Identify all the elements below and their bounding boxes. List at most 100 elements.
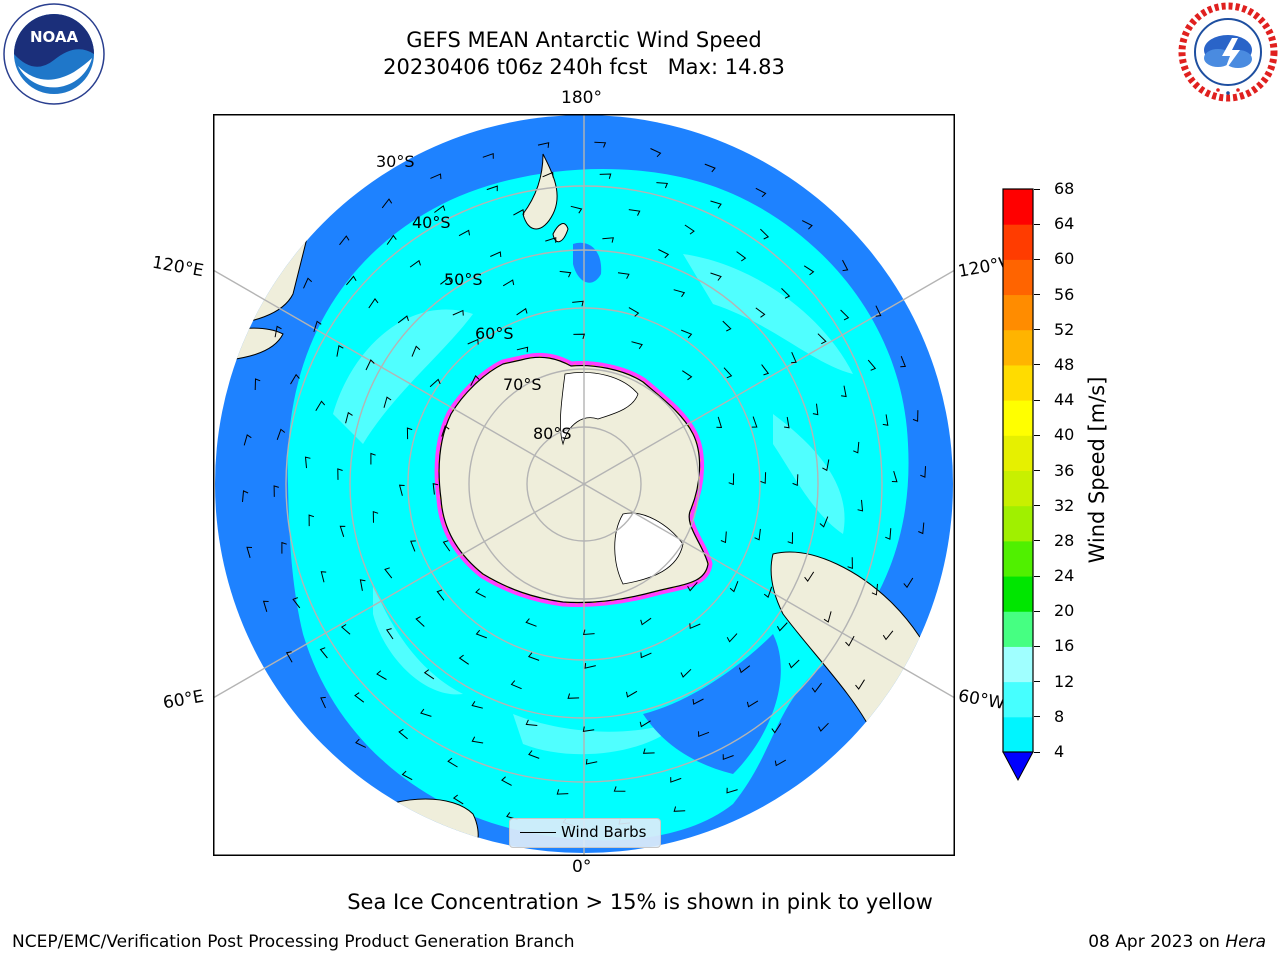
wind-barb <box>285 651 293 663</box>
wind-barb <box>475 588 486 598</box>
wind-barb <box>599 173 612 179</box>
wind-barb <box>774 759 787 767</box>
wind-barb <box>739 665 751 674</box>
wind-barb <box>273 485 279 497</box>
wind-barb <box>871 583 878 596</box>
wind-barb <box>882 414 889 426</box>
wind-barb <box>754 528 761 541</box>
wind-barb <box>650 148 662 158</box>
wind-barb <box>656 182 669 189</box>
colorbar-tick-label: 12 <box>1054 671 1075 691</box>
colorbar-tick-label: 20 <box>1054 601 1075 621</box>
wind-barb <box>262 600 269 612</box>
wind-barb <box>385 628 394 640</box>
colorbar-segment <box>1003 505 1033 542</box>
wind-barb <box>682 370 693 381</box>
wind-barb <box>801 220 813 230</box>
wind-barb <box>841 385 847 398</box>
wind-barb <box>585 758 598 765</box>
wind-barb <box>381 198 393 209</box>
wind-barb <box>819 516 829 528</box>
wind-barb <box>763 586 773 599</box>
lon-label-60w: 60°W <box>956 686 1007 714</box>
wind-barb <box>736 251 747 262</box>
colorbar-tick-mark <box>1034 505 1040 507</box>
wind-barb <box>516 307 528 316</box>
wind-barb <box>628 209 641 216</box>
wind-barb <box>755 187 767 198</box>
wind-barb <box>401 770 413 781</box>
colorbar-tick-label: 60 <box>1054 249 1075 269</box>
wind-barb <box>903 577 914 589</box>
wind-barb <box>584 663 596 669</box>
wind-barb <box>397 315 409 324</box>
chart-subtitle: 20230406 t06z 240h fcst Max: 14.83 <box>383 55 785 79</box>
wind-barb <box>781 288 791 299</box>
colorbar-segment <box>1003 540 1033 577</box>
map-frame <box>213 114 955 856</box>
wind-barb <box>337 468 343 480</box>
footer-machine: Hera <box>1225 932 1266 952</box>
wind-barb <box>710 200 722 209</box>
wind-barb <box>276 428 286 440</box>
wind-barb <box>710 272 722 281</box>
wind-barb <box>855 679 865 690</box>
wind-barb <box>475 629 487 639</box>
wind-barb <box>359 579 366 591</box>
wind-barb <box>254 378 261 391</box>
wind-barb <box>336 345 344 357</box>
colorbar-tick-label: 4 <box>1054 742 1065 761</box>
wind-barb <box>626 690 638 698</box>
wind-barb <box>811 682 822 693</box>
wind-barb <box>354 692 365 703</box>
lat-label-30s: 30°S <box>376 152 415 171</box>
wind-barb <box>918 522 925 535</box>
wind-barb <box>787 532 793 544</box>
lat-label-60s: 60°S <box>475 324 514 343</box>
colorbar-segment <box>1003 364 1033 401</box>
wind-barb <box>467 338 479 345</box>
wind-barb <box>471 701 483 709</box>
lat-label-40s: 40°S <box>412 213 451 232</box>
colorbar-tick-label: 64 <box>1054 214 1075 234</box>
wind-barb <box>726 787 738 794</box>
wind-barbs <box>242 141 926 827</box>
colorbar-tick-mark <box>1034 610 1040 612</box>
chart-title: GEFS MEAN Antarctic Wind Speed <box>406 28 762 52</box>
wind-barb <box>339 235 350 246</box>
wind-barb <box>274 325 282 338</box>
colorbar-tick-mark <box>1034 470 1040 471</box>
colorbar-tick-mark <box>1034 294 1040 296</box>
wind-barb <box>847 557 853 569</box>
wind-barb <box>315 400 326 411</box>
wind-barb <box>639 720 651 728</box>
wind-barb <box>692 698 704 705</box>
wind-barb <box>441 425 450 437</box>
colorbar-tick-label: 48 <box>1054 354 1075 374</box>
colorbar-tick-mark <box>1034 329 1040 331</box>
colorbar-segment <box>1003 470 1033 507</box>
wind-barb <box>415 616 425 627</box>
wind-barb <box>313 320 322 333</box>
lon-label-120e: 120°E <box>150 252 206 282</box>
wind-barb <box>556 789 569 795</box>
wind-barb <box>442 540 451 552</box>
wind-barb <box>628 307 640 317</box>
wind-barb <box>370 452 376 465</box>
colorbar-tick-mark <box>1034 258 1040 260</box>
colorbar-segment <box>1003 224 1033 260</box>
wind-barb <box>339 525 346 537</box>
wind-barb <box>722 754 734 761</box>
colorbar-tick-mark <box>1034 434 1040 436</box>
wind-barb <box>246 546 253 558</box>
wind-barb <box>304 456 311 469</box>
wind-barb <box>746 700 759 708</box>
colorbar-segment <box>1003 400 1033 436</box>
wind-barb <box>920 466 926 478</box>
wind-barb <box>760 228 770 240</box>
wind-barb <box>432 483 439 495</box>
caption-sea-ice: Sea Ice Concentration > 15% is shown in … <box>347 890 933 914</box>
wind-barb <box>704 163 716 173</box>
wind-barb <box>320 696 326 709</box>
wind-barb <box>716 416 723 429</box>
